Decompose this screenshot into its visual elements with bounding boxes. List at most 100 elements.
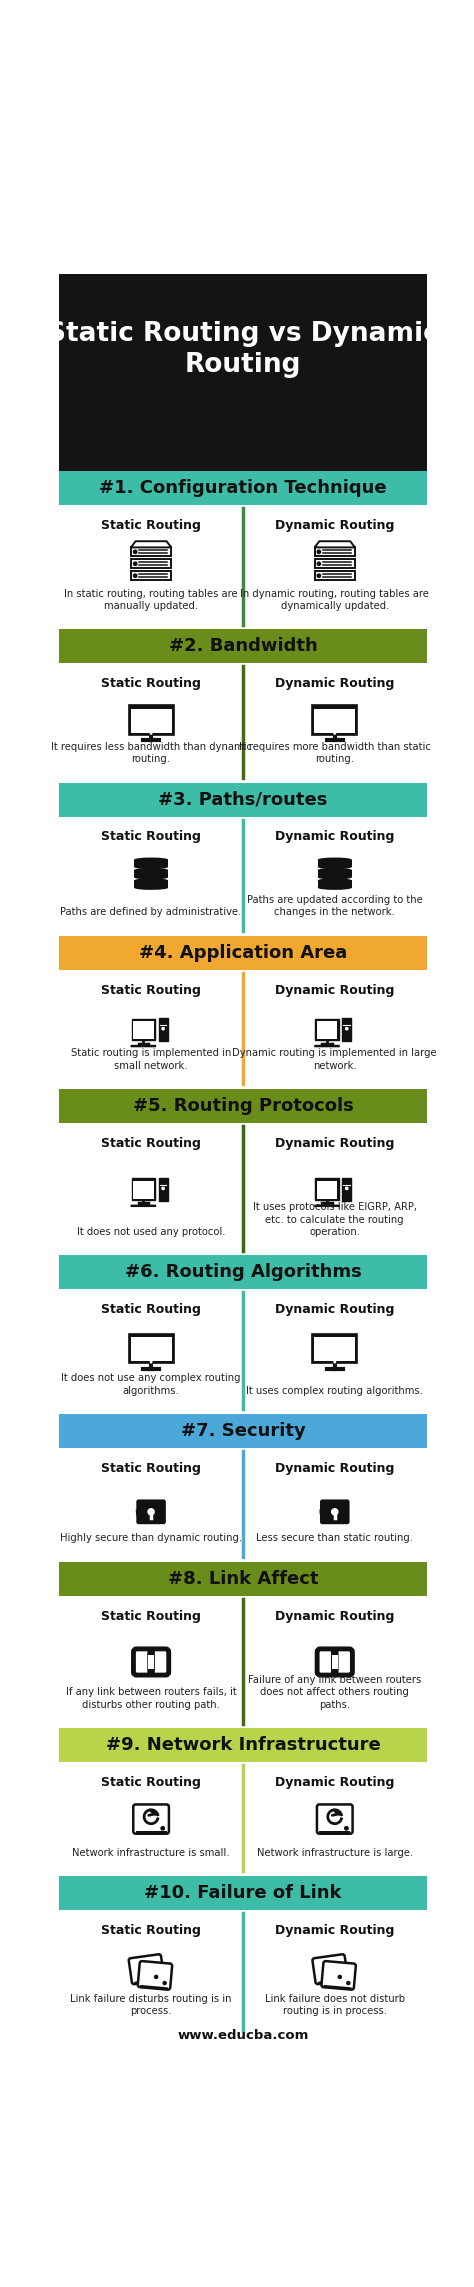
FancyBboxPatch shape <box>59 935 427 970</box>
Text: It uses protocols like EIGRP, ARP,
etc. to calculate the routing
operation.: It uses protocols like EIGRP, ARP, etc. … <box>253 1203 417 1237</box>
Ellipse shape <box>318 885 352 890</box>
FancyBboxPatch shape <box>138 1962 172 1990</box>
Circle shape <box>346 1027 348 1029</box>
FancyBboxPatch shape <box>312 1955 348 1985</box>
FancyBboxPatch shape <box>128 1333 173 1363</box>
Circle shape <box>317 551 320 553</box>
Text: #2. Bandwidth: #2. Bandwidth <box>169 638 317 656</box>
Circle shape <box>155 1976 158 1978</box>
Ellipse shape <box>134 858 168 862</box>
Circle shape <box>161 1827 164 1830</box>
FancyBboxPatch shape <box>159 1018 167 1041</box>
FancyBboxPatch shape <box>315 1178 338 1201</box>
FancyBboxPatch shape <box>130 1045 156 1047</box>
FancyBboxPatch shape <box>59 1256 427 1290</box>
FancyBboxPatch shape <box>318 869 352 878</box>
Text: Static Routing: Static Routing <box>101 1137 201 1150</box>
FancyBboxPatch shape <box>314 1045 340 1047</box>
Text: Dynamic Routing: Dynamic Routing <box>275 983 394 997</box>
Text: Link failure does not disturb
routing is in process.: Link failure does not disturb routing is… <box>265 1994 405 2017</box>
Circle shape <box>134 574 137 576</box>
FancyBboxPatch shape <box>134 860 168 867</box>
FancyBboxPatch shape <box>128 704 173 734</box>
Text: #9. Network Infrastructure: #9. Network Infrastructure <box>106 1736 380 1754</box>
FancyBboxPatch shape <box>148 1656 154 1670</box>
Text: #8. Link Affect: #8. Link Affect <box>168 1569 318 1587</box>
Text: #10. Failure of Link: #10. Failure of Link <box>144 1884 342 1903</box>
Text: www.educba.com: www.educba.com <box>177 2029 309 2042</box>
FancyBboxPatch shape <box>134 1978 162 1985</box>
FancyBboxPatch shape <box>59 1761 427 1875</box>
FancyBboxPatch shape <box>319 1832 350 1834</box>
Text: #1. Configuration Technique: #1. Configuration Technique <box>99 478 387 496</box>
FancyBboxPatch shape <box>321 1962 356 1990</box>
Text: Static Routing vs Dynamic
Routing: Static Routing vs Dynamic Routing <box>47 320 439 377</box>
FancyBboxPatch shape <box>137 1500 165 1523</box>
FancyBboxPatch shape <box>130 1338 172 1361</box>
Text: Static Routing: Static Routing <box>101 830 201 844</box>
Text: It does not used any protocol.: It does not used any protocol. <box>77 1226 225 1237</box>
FancyBboxPatch shape <box>321 1500 349 1523</box>
FancyBboxPatch shape <box>59 1089 427 1123</box>
FancyBboxPatch shape <box>59 2033 427 2035</box>
Text: Dynamic Routing: Dynamic Routing <box>275 1461 394 1475</box>
Text: Static Routing: Static Routing <box>101 983 201 997</box>
Ellipse shape <box>134 876 168 880</box>
FancyBboxPatch shape <box>134 869 168 878</box>
Ellipse shape <box>134 885 168 890</box>
Text: Dynamic Routing: Dynamic Routing <box>275 1923 394 1937</box>
Circle shape <box>317 574 320 576</box>
Text: Link failure disturbs routing is in
process.: Link failure disturbs routing is in proc… <box>70 1994 232 2017</box>
Text: #6. Routing Algorithms: #6. Routing Algorithms <box>125 1262 361 1281</box>
FancyBboxPatch shape <box>59 1596 427 1729</box>
FancyBboxPatch shape <box>140 1985 168 1990</box>
Text: Static Routing: Static Routing <box>101 1461 201 1475</box>
FancyBboxPatch shape <box>315 547 355 556</box>
Ellipse shape <box>318 869 352 871</box>
Text: Highly secure than dynamic routing.: Highly secure than dynamic routing. <box>60 1532 242 1544</box>
Text: Static Routing: Static Routing <box>101 519 201 531</box>
FancyBboxPatch shape <box>133 1022 154 1038</box>
FancyBboxPatch shape <box>317 1022 337 1038</box>
Text: #4. Application Area: #4. Application Area <box>139 945 347 963</box>
FancyBboxPatch shape <box>132 1178 155 1201</box>
Circle shape <box>317 563 320 565</box>
FancyBboxPatch shape <box>59 663 427 782</box>
Text: Dynamic Routing: Dynamic Routing <box>275 1304 394 1315</box>
FancyBboxPatch shape <box>59 816 427 935</box>
FancyBboxPatch shape <box>314 1205 340 1208</box>
FancyBboxPatch shape <box>342 1178 351 1201</box>
Text: It requires less bandwidth than dynamic
routing.: It requires less bandwidth than dynamic … <box>51 741 252 764</box>
FancyBboxPatch shape <box>318 880 352 887</box>
Ellipse shape <box>318 858 352 862</box>
Polygon shape <box>315 542 355 547</box>
FancyBboxPatch shape <box>59 1413 427 1448</box>
FancyBboxPatch shape <box>59 970 427 1089</box>
FancyBboxPatch shape <box>136 1832 166 1834</box>
FancyBboxPatch shape <box>342 1018 351 1041</box>
FancyBboxPatch shape <box>317 1804 353 1834</box>
Ellipse shape <box>318 878 352 883</box>
Text: In static routing, routing tables are
manually updated.: In static routing, routing tables are ma… <box>64 588 238 611</box>
FancyBboxPatch shape <box>312 704 357 734</box>
FancyBboxPatch shape <box>59 1910 427 2035</box>
FancyBboxPatch shape <box>132 1018 155 1041</box>
Text: Static Routing: Static Routing <box>101 1304 201 1315</box>
FancyBboxPatch shape <box>59 782 427 816</box>
FancyBboxPatch shape <box>332 1656 338 1670</box>
Text: Static Routing: Static Routing <box>101 1923 201 1937</box>
FancyBboxPatch shape <box>129 1955 164 1985</box>
Circle shape <box>162 1027 164 1029</box>
FancyBboxPatch shape <box>134 880 168 887</box>
Text: Dynamic Routing: Dynamic Routing <box>275 1610 394 1621</box>
Ellipse shape <box>134 869 168 871</box>
Text: Less secure than static routing.: Less secure than static routing. <box>256 1532 413 1544</box>
Text: Static Routing: Static Routing <box>101 677 201 691</box>
FancyBboxPatch shape <box>59 1562 427 1596</box>
FancyBboxPatch shape <box>131 560 171 567</box>
FancyBboxPatch shape <box>59 505 427 629</box>
FancyBboxPatch shape <box>315 1018 338 1041</box>
FancyBboxPatch shape <box>315 560 355 567</box>
FancyBboxPatch shape <box>59 1448 427 1562</box>
FancyBboxPatch shape <box>59 274 427 471</box>
